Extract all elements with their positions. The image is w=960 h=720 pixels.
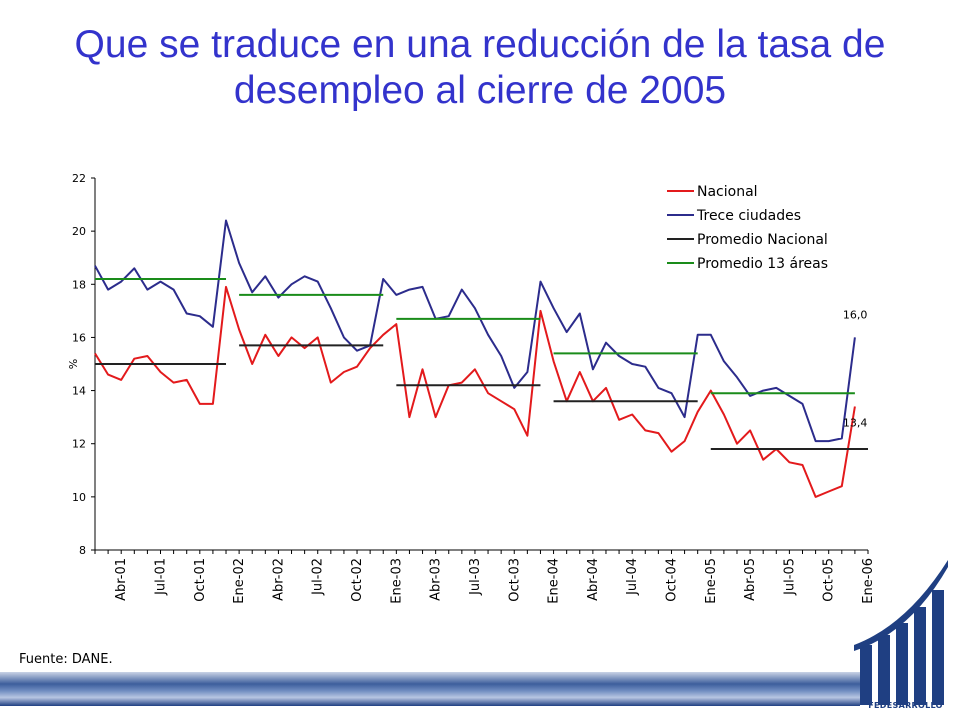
title-line-1: Que se traduce en una reducción de la ta… — [74, 23, 886, 66]
annotation-label: 16,0 — [843, 308, 868, 321]
x-tick-label: Jul-05 — [782, 558, 797, 596]
x-tick-label: Jul-02 — [311, 558, 326, 596]
series-trece-ciudades-line — [94, 219, 856, 443]
legend-label: Promedio Nacional — [697, 232, 828, 248]
y-tick-label: 10 — [72, 491, 86, 504]
x-tick-label: Ene-06 — [861, 558, 876, 604]
y-tick-label: 8 — [79, 544, 86, 557]
legend-label: Trece ciudades — [696, 208, 801, 224]
y-tick-label: 22 — [72, 172, 86, 185]
title-line-2: desempleo al cierre de 2005 — [233, 69, 727, 112]
x-tick-label: Jul-04 — [625, 558, 640, 596]
unemployment-line-chart: 8 10 12 14 16 18 20 22% Abr-01 Jul-01 Oct-01 Ene-02… — [67, 172, 876, 604]
x-tick-label: Oct-04 — [664, 558, 679, 602]
x-tick-label: Abr-04 — [586, 558, 601, 601]
x-tick-label: Abr-02 — [271, 558, 286, 601]
y-tick-label: 12 — [72, 438, 86, 451]
source-note: Fuente: DANE. — [19, 652, 113, 667]
annotation-label: 13,4 — [843, 417, 868, 430]
y-tick-label: 14 — [72, 385, 86, 398]
footer-bar — [0, 672, 860, 706]
x-tick-label: Oct-03 — [507, 558, 522, 602]
y-tick-label: 18 — [72, 278, 86, 291]
x-tick-label: Oct-02 — [350, 558, 365, 602]
x-tick-label: Oct-05 — [822, 558, 837, 602]
y-tick-label: 16 — [72, 331, 86, 344]
x-tick-label: Ene-02 — [232, 558, 247, 604]
y-axis-label: % — [67, 359, 80, 369]
x-tick-label: Jul-01 — [154, 558, 169, 596]
legend-label: Nacional — [697, 184, 758, 200]
x-tick-label: Ene-05 — [704, 558, 719, 604]
x-tick-label: Abr-01 — [114, 558, 129, 601]
series-nacional-line — [94, 285, 856, 498]
slide-title: Que se traduce en una reducción de la ta… — [0, 22, 960, 114]
x-tick-label: Jul-03 — [468, 558, 483, 596]
x-tick-label: Ene-04 — [547, 558, 562, 604]
x-tick-label: Ene-03 — [389, 558, 404, 604]
legend-label: Promedio 13 áreas — [697, 256, 828, 272]
logo-text: FEDESARROLLO — [868, 701, 943, 710]
x-tick-label: Abr-05 — [743, 558, 758, 601]
x-tick-label: Oct-01 — [193, 558, 208, 602]
y-tick-label: 20 — [72, 225, 86, 238]
fedesarrollo-logo-icon — [854, 560, 948, 705]
x-tick-label: Abr-03 — [429, 558, 444, 601]
